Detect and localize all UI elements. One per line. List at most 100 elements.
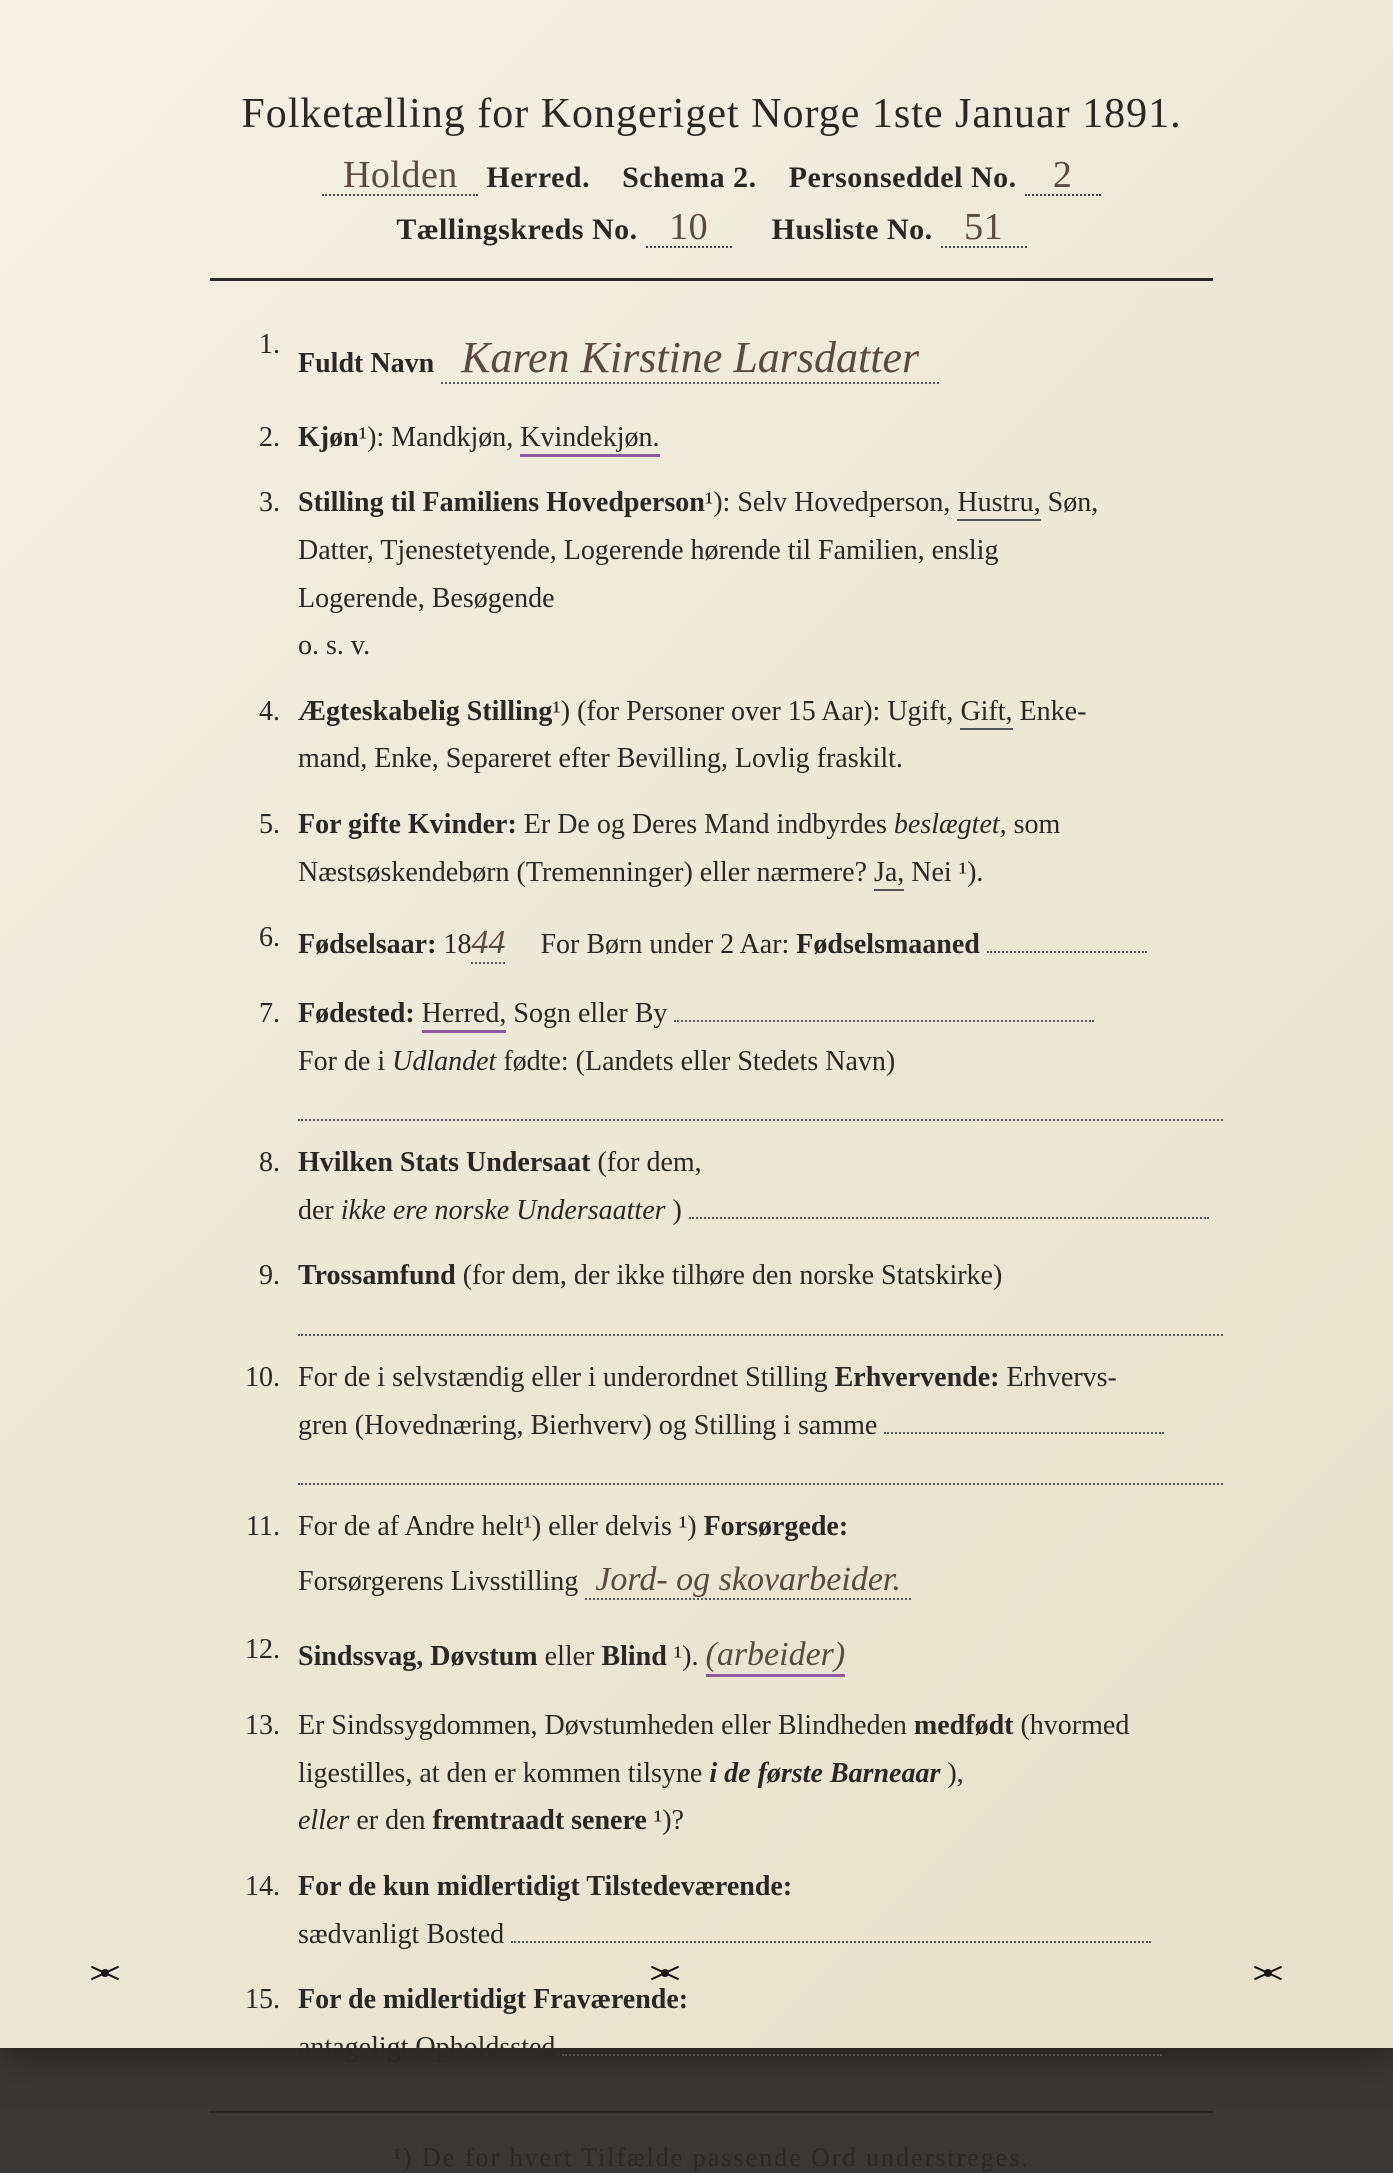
ikke: ikke ere norske Undersaatter [341,1195,666,1226]
page-title: Folketælling for Kongeriget Norge 1ste J… [150,90,1273,138]
l13-1b: (hvormed [1020,1710,1129,1741]
husliste-label: Husliste No. [772,213,933,246]
l3-2: Datter, Tjenestetyende, Logerende hørend… [298,535,998,566]
item-num: 5. [220,801,298,849]
blank-line [298,1306,1223,1336]
eller: eller [298,1805,349,1836]
l15-2: antageligt Opholdssted [298,2032,555,2063]
l3-4: o. s. v. [298,630,370,661]
l8-2a: der [298,1195,341,1226]
month-blank [987,951,1147,953]
l13-2b: ), [947,1758,963,1789]
item-8: 8. Hvilken Stats Undersaat (for dem, der… [220,1139,1223,1234]
item-num: 8. [220,1139,298,1187]
label-8: Hvilken Stats Undersaat [298,1147,590,1178]
label-5: For gifte Kvinder: [298,809,517,840]
selected-2: Kvindekjøn. [520,422,659,457]
provider-value: Jord- og skovarbeider. [585,1561,911,1600]
subline-1: Holden Herred. Schema 2. Personseddel No… [150,156,1273,196]
l4-1b: Enke- [1013,696,1087,727]
pinhole-icon [90,1958,120,1988]
l9-rest: (for dem, der ikke tilhøre den norske St… [463,1260,1003,1291]
occ-blank [884,1432,1164,1434]
citizen-blank [689,1217,1209,1219]
residence-blank [511,1941,1151,1943]
kreds-label: Tællingskreds No. [396,213,637,246]
label-9: Trossamfund [298,1260,456,1291]
item-9: 9. Trossamfund (for dem, der ikke tilhør… [220,1252,1223,1336]
l13-2a: ligestilles, at den er kommen tilsyne [298,1758,709,1789]
item-num: 10. [220,1354,298,1402]
l13-1: Er Sindssygdommen, Døvstumheden eller Bl… [298,1710,914,1741]
note-3: ¹) [705,487,723,518]
item-num: 9. [220,1252,298,1300]
l14-2: sædvanligt Bosted [298,1919,504,1950]
year-prefix: 18 [443,929,471,960]
l3-3: Logerende, Besøgende [298,583,555,614]
blank-line [298,1455,1223,1485]
ide: i de første Barneaar [709,1758,940,1789]
name-value: Karen Kirstine Larsdatter [441,333,939,384]
fors: Forsørgede: [704,1511,849,1542]
item-15: 15. For de midlertidigt Fraværende: anta… [220,1976,1223,2071]
note-11: ¹) [524,1511,542,1542]
l11-2: Forsørgerens Livsstilling [298,1566,578,1597]
census-form-page: Folketælling for Kongeriget Norge 1ste J… [0,0,1393,2048]
l10-1b: Erhvervs- [1006,1362,1116,1393]
l4-1a: (for Personer over 15 Aar): Ugift, [577,696,960,727]
item-5: 5. For gifte Kvinder: Er De og Deres Man… [220,801,1223,896]
subline-2: Tællingskreds No. 10 Husliste No. 51 [150,208,1273,248]
item-num: 12. [220,1626,298,1674]
nei: Nei ¹). [911,857,983,888]
l4-2: mand, Enke, Separeret efter Bevilling, L… [298,743,903,774]
herred-value: Holden [322,156,478,196]
personseddel-label: Personseddel No. [789,161,1017,194]
item-num: 6. [220,914,298,962]
note-13: ¹)? [654,1805,684,1836]
item-10: 10. For de i selvstændig eller i underor… [220,1354,1223,1485]
item-14: 14. For de kun midlertidigt Tilstedevære… [220,1863,1223,1958]
herred-sel: Herred, [422,998,507,1033]
label-2: Kjøn [298,422,359,453]
born-label: For Børn under 2 Aar: [540,929,796,960]
l5-1: Er De og Deres Mand indbyrdes [524,809,894,840]
personseddel-no: 2 [1025,156,1101,196]
disability-value: (arbeider) [706,1636,846,1677]
born-bold: Fødselsmaaned [796,929,980,960]
l5-2a: Næstsøskendebørn (Tremenninger) eller næ… [298,857,874,888]
l8-2b: ) [673,1195,682,1226]
item-num: 11. [220,1503,298,1551]
whereabouts-blank [562,2054,1162,2056]
divider-bottom [210,2111,1213,2113]
form-header: Folketælling for Kongeriget Norge 1ste J… [150,90,1273,248]
udlandet: Udlandet [392,1046,496,1077]
item-num: 4. [220,688,298,736]
place-blank [674,1020,1094,1022]
label-1: Fuldt Navn [298,348,434,379]
ja: Ja, [874,857,904,891]
item-3: 3. Stilling til Familiens Hovedperson¹):… [220,479,1223,669]
herred-label: Herred. [486,161,590,194]
item-7: 7. Fødested: Herred, Sogn eller By For d… [220,990,1223,1121]
l11-1b: eller delvis [548,1511,679,1542]
l3-1a: Selv Hovedperson, [737,487,957,518]
opts-2: Mandkjøn, [391,422,520,453]
item-num: 3. [220,479,298,527]
divider-top [210,278,1213,281]
husliste-no: 51 [941,208,1027,248]
item-12: 12. Sindssvag, Døvstum eller Blind ¹). (… [220,1626,1223,1684]
kreds-no: 10 [646,208,732,248]
item-num: 7. [220,990,298,1038]
note-11b: ¹) [679,1511,697,1542]
som: som [1014,809,1061,840]
pinhole-icon [650,1958,680,1988]
l11-1a: For de af Andre helt [298,1511,524,1542]
l10-1a: For de i selvstændig eller i underordnet… [298,1362,835,1393]
label-12: Sindssvag, Døvstum [298,1641,538,1672]
label-15: For de midlertidigt Fraværende: [298,1984,688,2015]
selected-3: Hustru, [957,487,1040,521]
footnote: ¹) De for hvert Tilfælde passende Ord un… [150,2143,1273,2173]
label-4: Ægteskabelig Stilling [298,696,552,727]
note-4: ¹) [552,696,570,727]
label-3: Stilling til Familiens Hovedperson [298,487,705,518]
